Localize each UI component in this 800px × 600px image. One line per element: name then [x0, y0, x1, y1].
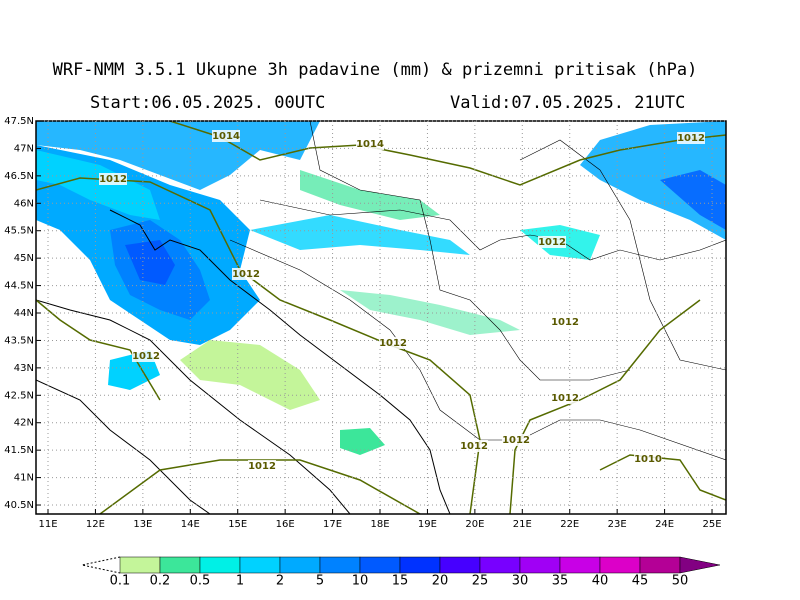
colorbar-label: 35 [552, 574, 569, 589]
lon-label: 19E [418, 519, 437, 530]
colorbar-label: 15 [392, 574, 409, 589]
lat-label: 42N [14, 418, 34, 429]
isobar-label-bg [132, 350, 160, 362]
valid-time: Valid:07.05.2025. 21UTC [450, 93, 685, 113]
colorbar-box [359, 556, 401, 574]
lon-label: 22E [560, 519, 579, 530]
lon-label: 15E [228, 519, 247, 530]
colorbar-box [199, 556, 241, 574]
isobar-label-bg [232, 268, 260, 280]
colorbar-label: 5 [316, 574, 324, 589]
lon-label: 21E [513, 519, 532, 530]
lat-label: 46N [14, 198, 34, 209]
title: WRF-NMM 3.5.1 Ukupne 3h padavine (mm) & … [53, 60, 698, 80]
lon-label: 16E [276, 519, 295, 530]
colorbar-label: 0.1 [110, 574, 131, 589]
lon-label: 13E [133, 519, 152, 530]
colorbar-label: 40 [592, 574, 609, 589]
isobar-label-bg [634, 453, 662, 465]
colorbar-under [81, 556, 121, 574]
isobar-label: 1012 [502, 435, 530, 446]
lat-label: 40.5N [4, 500, 34, 511]
isobar-label: 1012 [379, 338, 407, 349]
precip-field [36, 121, 726, 455]
lat-label: 45N [14, 253, 34, 264]
colorbar-label: 20 [432, 574, 449, 589]
isobar-label-bg [99, 173, 127, 185]
colorbar-label: 10 [352, 574, 369, 589]
colorbar-over [679, 556, 721, 574]
lon-label: 20E [465, 519, 484, 530]
lon-label: 18E [370, 519, 389, 530]
lon-label: 11E [38, 519, 57, 530]
colorbar-label: 30 [512, 574, 529, 589]
isobar-label: 1014 [356, 139, 384, 150]
isobar-label-bg [538, 236, 566, 248]
colorbar-box [239, 556, 281, 574]
isobar-label: 1010 [634, 454, 662, 465]
colorbar-box [399, 556, 441, 574]
colorbar-label: 1 [236, 574, 244, 589]
colorbar-box [439, 556, 481, 574]
lon-label: 24E [655, 519, 674, 530]
isobar-label-bg [356, 138, 384, 150]
colorbar-label: 2 [276, 574, 284, 589]
start-time: Start:06.05.2025. 00UTC [90, 93, 325, 113]
isobar-label: 1012 [551, 317, 579, 328]
lat-label: 43N [14, 363, 34, 374]
lon-label: 14E [181, 519, 200, 530]
lat-label: 43.5N [4, 335, 34, 346]
coastlines [36, 121, 726, 514]
lon-label: 23E [608, 519, 627, 530]
lat-label: 41.5N [4, 445, 34, 456]
isobar-label: 1012 [248, 461, 276, 472]
colorbar-box [159, 556, 201, 574]
isobars [36, 121, 726, 514]
colorbar-box [519, 556, 561, 574]
isobar-label-bg [551, 392, 579, 404]
colorbar-label: 50 [672, 574, 689, 589]
lat-label: 41N [14, 473, 34, 484]
colorbar-box [559, 556, 601, 574]
lon-label: 25E [702, 519, 721, 530]
isobar-label: 1012 [232, 269, 260, 280]
lat-label: 44N [14, 308, 34, 319]
lat-label: 47.5N [4, 116, 34, 127]
isobar-label: 1014 [212, 131, 240, 142]
colorbar-box [479, 556, 521, 574]
isobar-label: 1012 [538, 237, 566, 248]
lat-label: 44.5N [4, 281, 34, 292]
isobar-label: 1012 [677, 133, 705, 144]
colorbar-label: 45 [632, 574, 649, 589]
lat-label: 45.5N [4, 226, 34, 237]
lat-label: 42.5N [4, 390, 34, 401]
lat-label: 47N [14, 143, 34, 154]
isobar-label-bg [551, 316, 579, 328]
isobar-label-bg [502, 434, 530, 446]
colorbar-box [319, 556, 361, 574]
isobar-label-bg [460, 440, 488, 452]
isobar-label: 1012 [551, 393, 579, 404]
colorbar-label: 25 [472, 574, 489, 589]
colorbar-box [119, 556, 161, 574]
isobar-label: 1012 [460, 441, 488, 452]
lon-label: 12E [86, 519, 105, 530]
colorbar-box [279, 556, 321, 574]
isobar-label-bg [677, 132, 705, 144]
colorbar-label: 0.2 [150, 574, 171, 589]
colorbar-box [639, 556, 681, 574]
isobar-label: 1012 [132, 351, 160, 362]
colorbar-label: 0.5 [190, 574, 211, 589]
isobar-label: 1012 [99, 174, 127, 185]
isobar-label-bg [379, 337, 407, 349]
colorbar-box [599, 556, 641, 574]
lat-label: 46.5N [4, 171, 34, 182]
isobar-label-bg [248, 460, 276, 472]
lon-label: 17E [323, 519, 342, 530]
isobar-label-bg [212, 130, 240, 142]
